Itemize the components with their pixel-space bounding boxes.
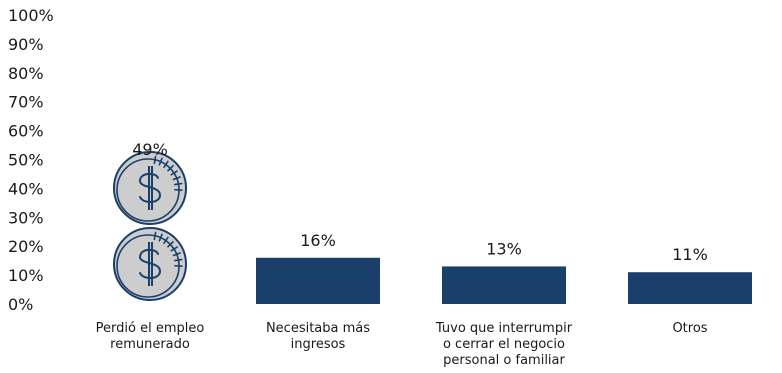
- category-label: ingresos: [291, 337, 346, 352]
- y-tick-label: 40%: [8, 179, 44, 198]
- dollar-coin-icon: [113, 227, 187, 301]
- y-tick-label: 20%: [8, 237, 44, 256]
- category-label: Perdió el empleo: [96, 321, 205, 336]
- bar-coin-stack: [113, 151, 187, 301]
- y-tick-label: 30%: [8, 208, 44, 227]
- data-label: 49%: [132, 140, 168, 159]
- y-tick-label: 60%: [8, 122, 44, 141]
- bar: [442, 266, 566, 304]
- dollar-coin-icon: [113, 151, 187, 225]
- y-tick-label: 100%: [8, 6, 54, 25]
- category-label: Otros: [672, 321, 707, 336]
- y-tick-label: 80%: [8, 64, 44, 83]
- y-tick-label: 90%: [8, 35, 44, 54]
- category-label: o cerrar el negocio: [443, 337, 565, 352]
- bar: [628, 272, 752, 304]
- data-label: 11%: [672, 245, 708, 264]
- category-label: personal o familiar: [443, 353, 565, 368]
- category-label: Necesitaba más: [266, 321, 370, 336]
- category-label: remunerado: [110, 337, 190, 352]
- data-label: 13%: [486, 239, 522, 258]
- data-label: 16%: [300, 231, 336, 250]
- category-label: Tuvo que interrumpir: [435, 321, 573, 336]
- y-tick-label: 10%: [8, 266, 44, 285]
- bar: [256, 257, 380, 304]
- y-tick-label: 70%: [8, 93, 44, 112]
- y-tick-label: 50%: [8, 151, 44, 170]
- y-tick-label: 0%: [8, 295, 33, 314]
